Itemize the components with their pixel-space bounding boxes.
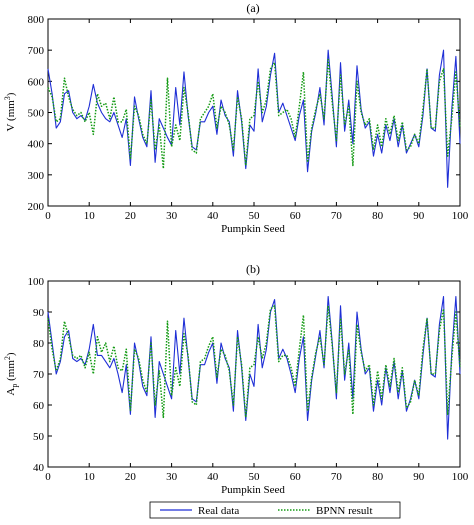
x-tick-label: 100: [452, 210, 469, 222]
y-tick-label: 500: [28, 108, 45, 120]
x-tick-label: 20: [125, 210, 137, 222]
panel-b-y-axis-label-sup: 2: [3, 356, 12, 360]
x-tick-label: 40: [207, 471, 219, 483]
x-tick-label: 60: [290, 210, 302, 222]
panel-b-x-axis-label: Pumpkin Seed: [221, 484, 285, 496]
x-tick-label: 90: [413, 471, 425, 483]
x-tick-label: 10: [84, 471, 96, 483]
panel-b-label: (b): [246, 262, 260, 276]
y-tick-label: 400: [28, 139, 45, 151]
panel-a-ticks: 0 10 20 30 40 50 60 70 80 90 100 200 300 400 500 600 700…: [28, 14, 469, 222]
y-tick-label: 40: [33, 462, 45, 474]
y-tick-label: 600: [28, 76, 45, 88]
y-tick-label: 200: [28, 201, 45, 213]
series-line-bpnn-result: [47, 58, 461, 170]
x-tick-label: 70: [331, 210, 343, 222]
x-tick-label: 80: [372, 210, 384, 222]
panel-b: (b) 0 10 20 30 40 50 60 70 80 90 100 40 50 60 70 80 90 10…: [3, 262, 469, 496]
y-tick-label: 80: [33, 338, 45, 350]
series-line-bpnn-result: [47, 305, 461, 419]
y-tick-label: 50: [33, 431, 45, 443]
panel-a-y-axis-label: V (mm3): [3, 92, 17, 131]
y-tick-label: 90: [33, 307, 45, 319]
x-tick-label: 80: [372, 471, 384, 483]
x-tick-label: 0: [45, 471, 51, 483]
x-tick-label: 50: [249, 471, 261, 483]
x-tick-label: 30: [166, 471, 178, 483]
x-tick-label: 60: [290, 471, 302, 483]
x-tick-label: 40: [207, 210, 219, 222]
y-tick-label: 700: [28, 45, 45, 57]
x-tick-label: 0: [45, 210, 51, 222]
legend: Real data BPNN result: [149, 501, 401, 519]
panel-a-series-group: [47, 49, 461, 188]
panel-a-y-axis-label-main: V (mm: [5, 100, 17, 132]
panel-b-y-axis-label-main: A: [5, 388, 17, 396]
legend-real-data-label: Real data: [198, 505, 239, 517]
y-tick-label: 60: [33, 400, 45, 412]
y-tick-label: 100: [28, 276, 45, 288]
panel-a-y-axis-label-close: ): [5, 92, 17, 96]
panel-a-label: (a): [246, 1, 259, 15]
panel-b-ticks: 0 10 20 30 40 50 60 70 80 90 100 40 50 60 70 80 90 100: [28, 276, 469, 483]
y-tick-label: 800: [28, 14, 45, 26]
x-tick-label: 30: [166, 210, 178, 222]
series-line-real-data: [47, 295, 461, 440]
x-tick-label: 10: [84, 210, 96, 222]
panel-a: (a) 0 10 20 30 40 50 60 70 80 90 100 200 300 400 500 60…: [3, 1, 469, 235]
panel-b-axes-frame: [47, 280, 461, 468]
panel-b-y-axis-label-rest: (mm: [5, 360, 17, 384]
panel-b-y-axis-label-sub: p: [10, 384, 19, 388]
y-tick-label: 300: [28, 170, 45, 182]
panel-b-series-group: [47, 295, 461, 440]
x-tick-label: 20: [125, 471, 137, 483]
panel-b-y-axis-label: Ap (mm2): [3, 352, 19, 395]
panel-b-y-axis-label-close: ): [5, 352, 17, 356]
y-tick-label: 70: [33, 369, 45, 381]
x-tick-label: 100: [452, 471, 469, 483]
legend-box: [149, 501, 401, 519]
panel-a-x-axis-label: Pumpkin Seed: [221, 223, 285, 235]
series-line-real-data: [47, 49, 461, 188]
legend-bpnn-result-label: BPNN result: [316, 505, 373, 517]
x-tick-label: 50: [249, 210, 261, 222]
x-tick-label: 90: [413, 210, 425, 222]
panel-a-y-axis-label-sup: 3: [3, 96, 12, 100]
x-tick-label: 70: [331, 471, 343, 483]
